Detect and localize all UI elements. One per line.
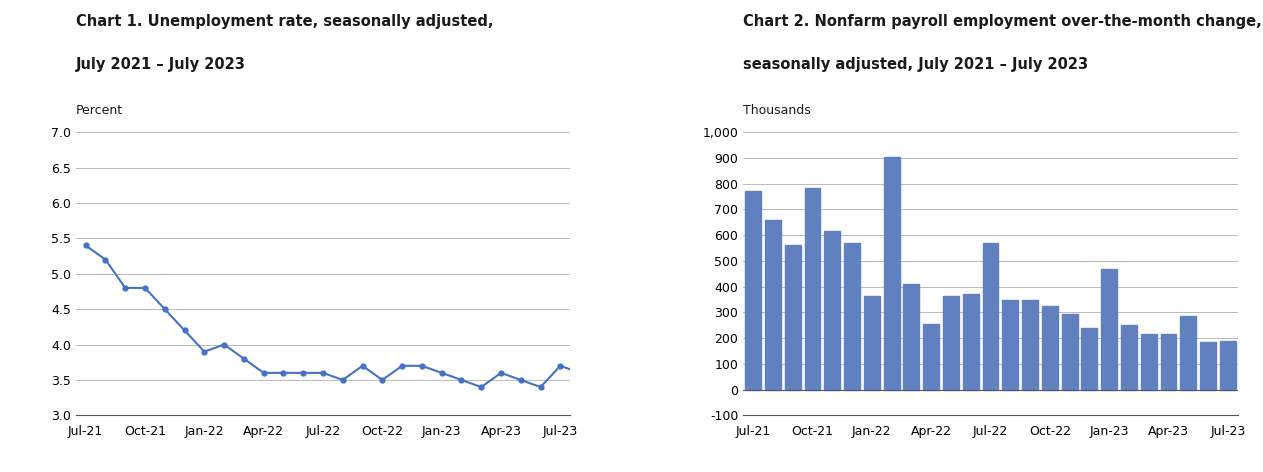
Text: Thousands: Thousands: [744, 104, 811, 117]
Text: seasonally adjusted, July 2021 – July 2023: seasonally adjusted, July 2021 – July 20…: [744, 57, 1089, 72]
Bar: [1022, 300, 1038, 389]
Bar: [1081, 328, 1098, 389]
Bar: [962, 295, 979, 389]
Text: July 2021 – July 2023: July 2021 – July 2023: [76, 57, 246, 72]
Bar: [1181, 316, 1196, 389]
Bar: [884, 157, 899, 389]
Bar: [864, 295, 880, 389]
Bar: [1161, 334, 1176, 389]
Bar: [1042, 306, 1057, 389]
Bar: [903, 284, 919, 389]
Bar: [1122, 325, 1137, 389]
Bar: [805, 187, 821, 389]
Bar: [1003, 300, 1018, 389]
Text: Chart 2. Nonfarm payroll employment over-the-month change,: Chart 2. Nonfarm payroll employment over…: [744, 14, 1262, 29]
Bar: [1220, 341, 1235, 389]
Bar: [784, 245, 801, 389]
Bar: [1101, 269, 1116, 389]
Text: Percent: Percent: [76, 104, 123, 117]
Bar: [983, 243, 999, 389]
Bar: [765, 219, 781, 389]
Bar: [825, 231, 840, 389]
Text: Chart 1. Unemployment rate, seasonally adjusted,: Chart 1. Unemployment rate, seasonally a…: [76, 14, 494, 29]
Bar: [844, 243, 860, 389]
Bar: [1062, 314, 1077, 389]
Bar: [1140, 334, 1157, 389]
Bar: [923, 324, 940, 389]
Bar: [1200, 342, 1216, 389]
Bar: [943, 295, 959, 389]
Bar: [745, 191, 762, 389]
